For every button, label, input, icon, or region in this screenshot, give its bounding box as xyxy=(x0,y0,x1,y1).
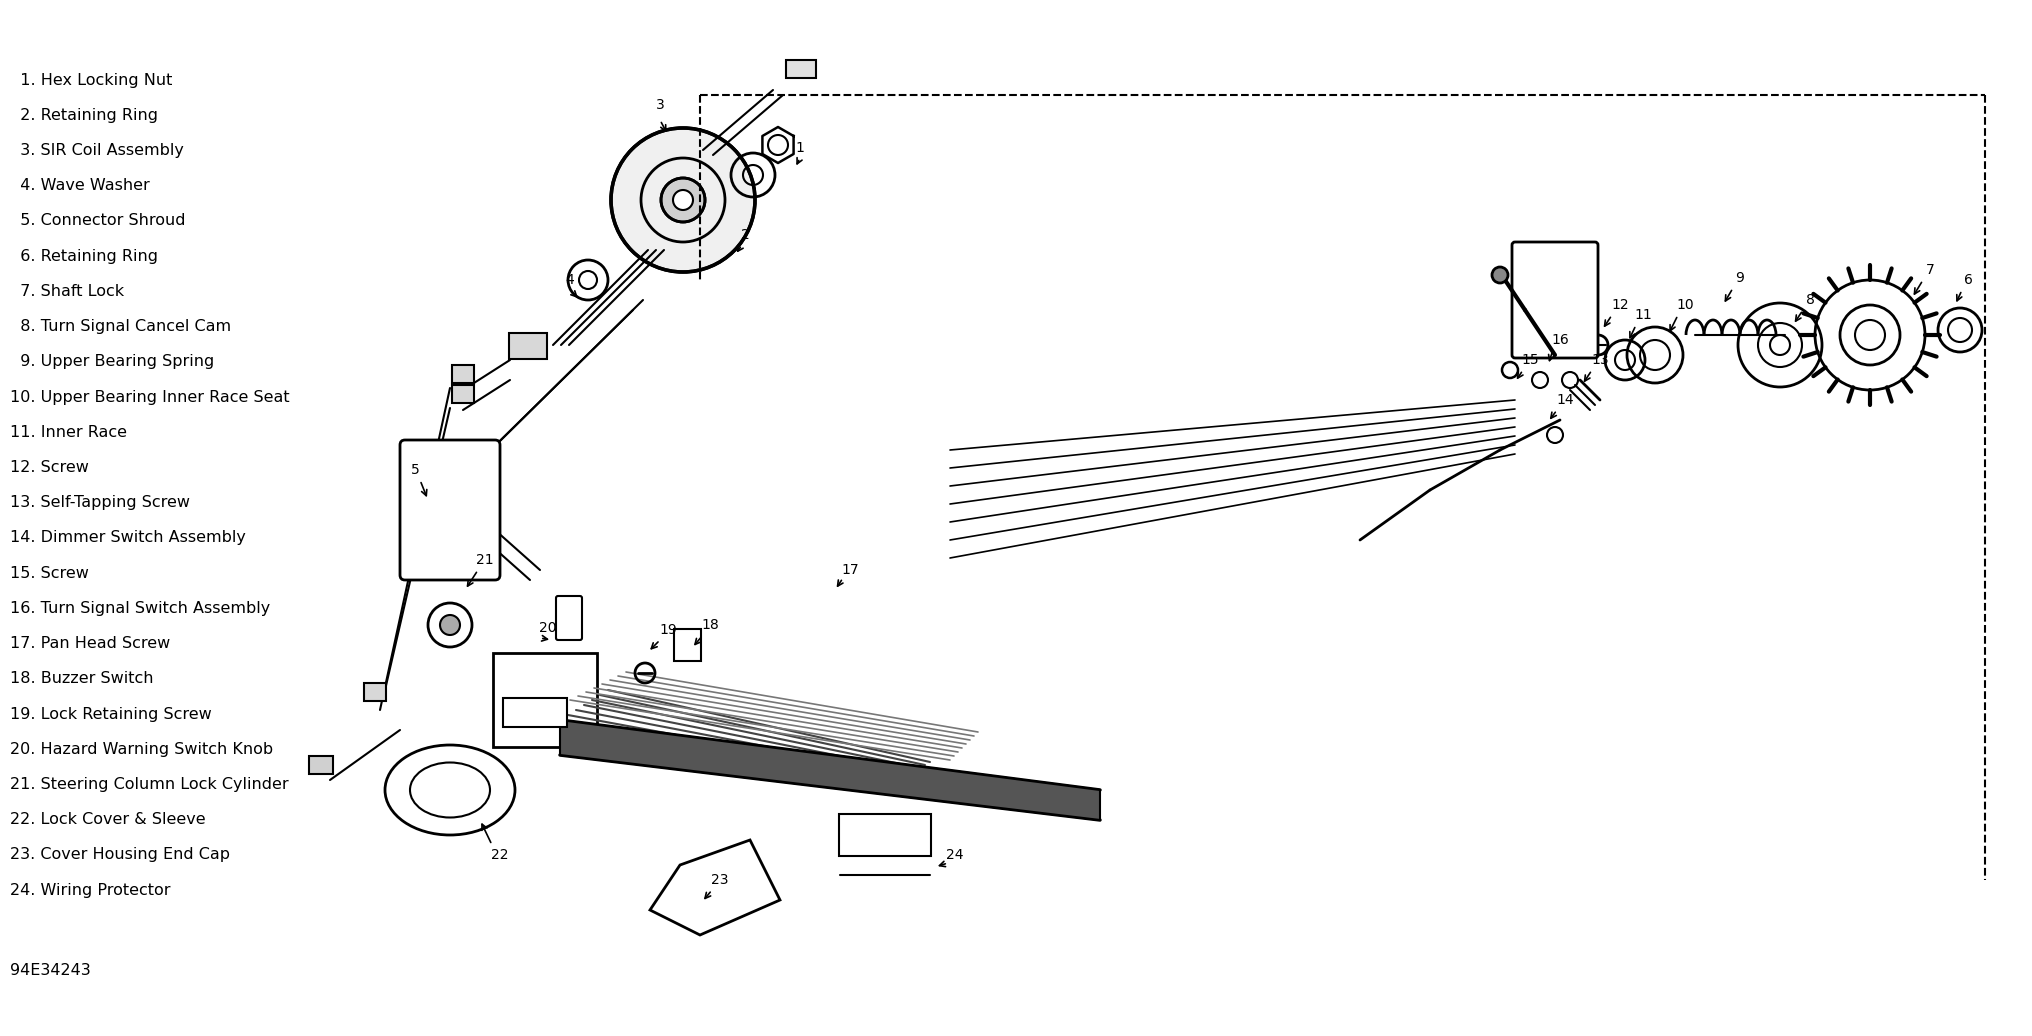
Text: 21: 21 xyxy=(475,553,494,567)
Text: 8: 8 xyxy=(1804,293,1813,307)
FancyBboxPatch shape xyxy=(400,440,500,580)
Text: 16: 16 xyxy=(1550,333,1569,347)
Text: 2. Retaining Ring: 2. Retaining Ring xyxy=(10,108,158,122)
Text: 15. Screw: 15. Screw xyxy=(10,566,89,580)
Text: 9. Upper Bearing Spring: 9. Upper Bearing Spring xyxy=(10,354,213,369)
Text: 20. Hazard Warning Switch Knob: 20. Hazard Warning Switch Knob xyxy=(10,742,272,756)
Circle shape xyxy=(612,128,754,272)
Text: 18: 18 xyxy=(701,618,719,632)
Text: 2: 2 xyxy=(740,228,750,242)
Text: 5. Connector Shroud: 5. Connector Shroud xyxy=(10,213,185,228)
Text: 6. Retaining Ring: 6. Retaining Ring xyxy=(10,249,158,263)
Text: 10: 10 xyxy=(1674,298,1693,312)
Text: 18. Buzzer Switch: 18. Buzzer Switch xyxy=(10,671,154,686)
Text: 11: 11 xyxy=(1634,308,1652,322)
Text: 23: 23 xyxy=(711,873,727,887)
FancyBboxPatch shape xyxy=(451,365,473,383)
Text: 24. Wiring Protector: 24. Wiring Protector xyxy=(10,883,171,897)
FancyBboxPatch shape xyxy=(451,385,473,403)
Text: 22: 22 xyxy=(492,848,508,862)
Circle shape xyxy=(1853,320,1884,350)
Text: 11. Inner Race: 11. Inner Race xyxy=(10,425,126,439)
Text: 3: 3 xyxy=(654,98,664,112)
FancyBboxPatch shape xyxy=(492,653,597,747)
Text: 20: 20 xyxy=(538,621,557,635)
Text: 17: 17 xyxy=(841,563,858,577)
Text: 4: 4 xyxy=(565,274,575,287)
Text: 14. Dimmer Switch Assembly: 14. Dimmer Switch Assembly xyxy=(10,530,246,545)
FancyBboxPatch shape xyxy=(1512,242,1597,358)
Text: 7. Shaft Lock: 7. Shaft Lock xyxy=(10,284,124,298)
Text: 9: 9 xyxy=(1735,271,1743,285)
Text: 8. Turn Signal Cancel Cam: 8. Turn Signal Cancel Cam xyxy=(10,319,232,334)
Text: 12. Screw: 12. Screw xyxy=(10,460,89,474)
Text: 94E34243: 94E34243 xyxy=(10,963,91,978)
FancyBboxPatch shape xyxy=(508,333,547,359)
FancyBboxPatch shape xyxy=(502,698,567,727)
Text: 17. Pan Head Screw: 17. Pan Head Screw xyxy=(10,636,171,651)
Text: 7: 7 xyxy=(1924,263,1932,277)
Text: 23. Cover Housing End Cap: 23. Cover Housing End Cap xyxy=(10,847,230,862)
FancyBboxPatch shape xyxy=(309,756,333,774)
Text: 3. SIR Coil Assembly: 3. SIR Coil Assembly xyxy=(10,143,183,157)
Text: 22. Lock Cover & Sleeve: 22. Lock Cover & Sleeve xyxy=(10,812,205,827)
Text: 19. Lock Retaining Screw: 19. Lock Retaining Screw xyxy=(10,707,211,721)
FancyBboxPatch shape xyxy=(786,60,815,78)
Text: 13. Self-Tapping Screw: 13. Self-Tapping Screw xyxy=(10,495,189,510)
Text: 10. Upper Bearing Inner Race Seat: 10. Upper Bearing Inner Race Seat xyxy=(10,390,289,404)
Text: 15: 15 xyxy=(1520,353,1538,367)
FancyBboxPatch shape xyxy=(675,629,701,661)
Text: 16. Turn Signal Switch Assembly: 16. Turn Signal Switch Assembly xyxy=(10,601,270,615)
Text: 4. Wave Washer: 4. Wave Washer xyxy=(10,178,150,193)
Text: 19: 19 xyxy=(658,623,677,637)
Text: 1: 1 xyxy=(795,141,805,155)
FancyBboxPatch shape xyxy=(364,683,386,701)
FancyBboxPatch shape xyxy=(839,814,931,856)
Circle shape xyxy=(673,190,693,210)
Polygon shape xyxy=(559,720,1099,821)
Text: 24: 24 xyxy=(945,848,963,862)
Text: 1. Hex Locking Nut: 1. Hex Locking Nut xyxy=(10,73,173,87)
Text: 14: 14 xyxy=(1554,393,1573,407)
Text: 5: 5 xyxy=(410,463,419,477)
Text: 21. Steering Column Lock Cylinder: 21. Steering Column Lock Cylinder xyxy=(10,777,289,792)
Text: 12: 12 xyxy=(1611,298,1628,312)
Circle shape xyxy=(1491,267,1508,283)
Ellipse shape xyxy=(384,745,514,835)
Text: 6: 6 xyxy=(1963,274,1971,287)
Circle shape xyxy=(660,178,705,222)
FancyBboxPatch shape xyxy=(555,596,581,640)
Text: 13: 13 xyxy=(1591,353,1607,367)
Circle shape xyxy=(439,615,459,635)
